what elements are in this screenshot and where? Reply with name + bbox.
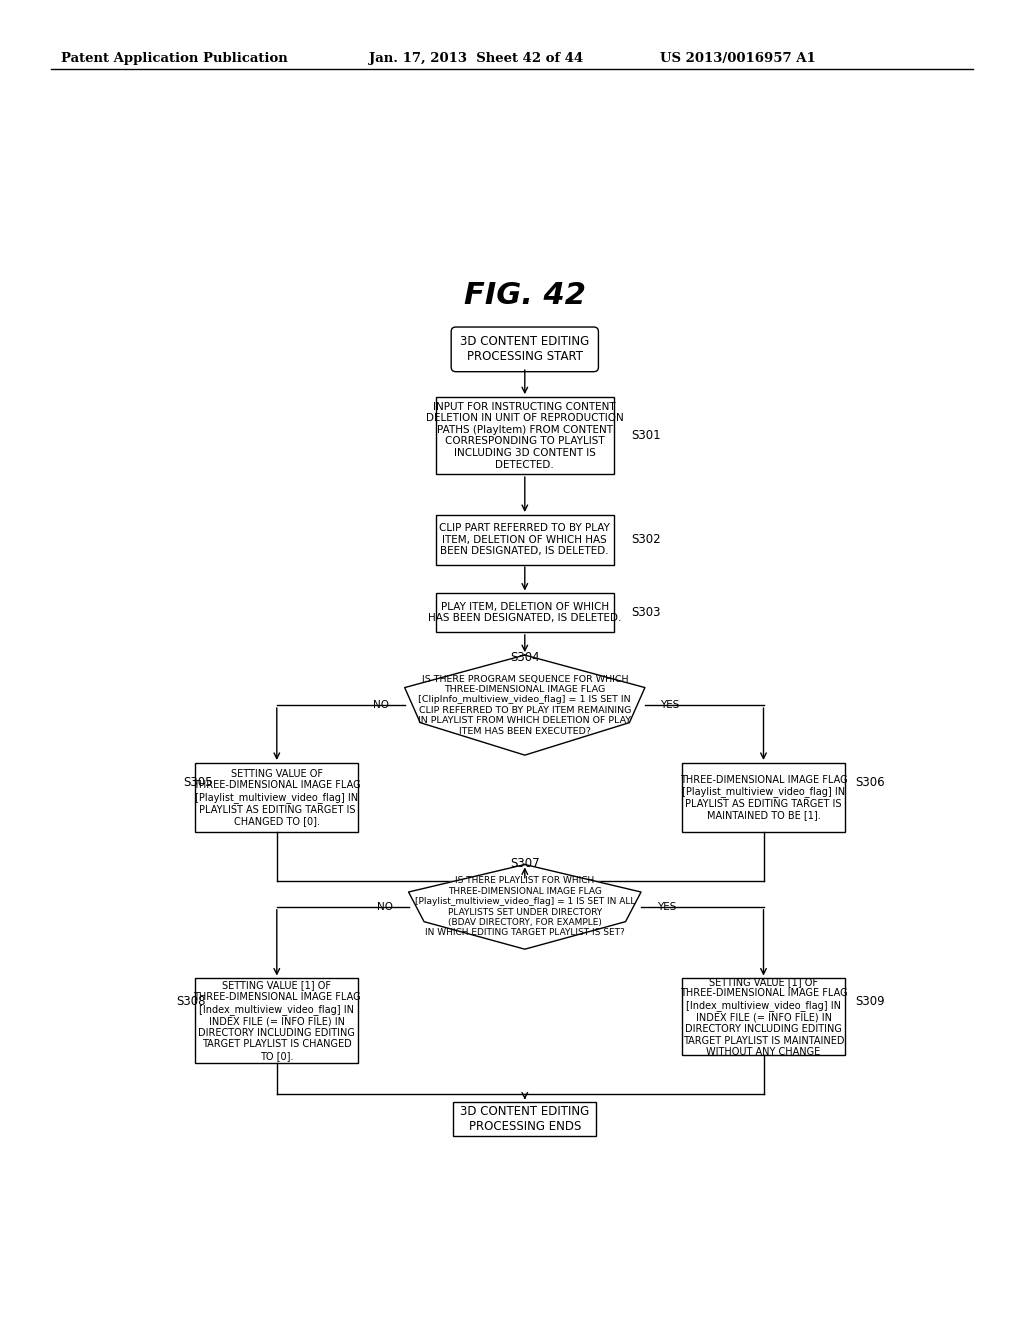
FancyBboxPatch shape xyxy=(452,327,598,372)
Text: PLAY ITEM, DELETION OF WHICH
HAS BEEN DESIGNATED, IS DELETED.: PLAY ITEM, DELETION OF WHICH HAS BEEN DE… xyxy=(428,602,622,623)
Text: S307: S307 xyxy=(510,857,540,870)
Polygon shape xyxy=(409,865,641,949)
Bar xyxy=(435,397,614,474)
Text: THREE-DIMENSIONAL IMAGE FLAG
[Playlist_multiview_video_flag] IN
PLAYLIST AS EDIT: THREE-DIMENSIONAL IMAGE FLAG [Playlist_m… xyxy=(680,775,847,820)
Bar xyxy=(453,1102,597,1137)
Bar xyxy=(682,763,845,832)
Bar xyxy=(196,763,358,832)
Text: 3D CONTENT EDITING
PROCESSING ENDS: 3D CONTENT EDITING PROCESSING ENDS xyxy=(460,1105,590,1134)
Text: SETTING VALUE [1] OF
THREE-DIMENSIONAL IMAGE FLAG
[Index_multiview_video_flag] I: SETTING VALUE [1] OF THREE-DIMENSIONAL I… xyxy=(193,981,360,1061)
Text: INPUT FOR INSTRUCTING CONTENT
DELETION IN UNIT OF REPRODUCTION
PATHS (PlayItem) : INPUT FOR INSTRUCTING CONTENT DELETION I… xyxy=(426,401,624,470)
Text: S304: S304 xyxy=(510,651,540,664)
Text: 3D CONTENT EDITING
PROCESSING START: 3D CONTENT EDITING PROCESSING START xyxy=(460,335,590,363)
Text: Patent Application Publication: Patent Application Publication xyxy=(61,51,288,65)
Bar xyxy=(435,594,614,632)
Text: CLIP PART REFERRED TO BY PLAY
ITEM, DELETION OF WHICH HAS
BEEN DESIGNATED, IS DE: CLIP PART REFERRED TO BY PLAY ITEM, DELE… xyxy=(439,523,610,556)
Text: Jan. 17, 2013  Sheet 42 of 44: Jan. 17, 2013 Sheet 42 of 44 xyxy=(369,51,583,65)
Text: IS THERE PROGRAM SEQUENCE FOR WHICH
THREE-DIMENSIONAL IMAGE FLAG
[ClipInfo_multi: IS THERE PROGRAM SEQUENCE FOR WHICH THRE… xyxy=(418,675,632,735)
Text: NO: NO xyxy=(377,902,393,912)
Polygon shape xyxy=(404,655,645,755)
Text: SETTING VALUE OF
THREE-DIMENSIONAL IMAGE FLAG
[Playlist_multiview_video_flag] IN: SETTING VALUE OF THREE-DIMENSIONAL IMAGE… xyxy=(193,768,360,826)
Text: YES: YES xyxy=(656,902,676,912)
Text: S301: S301 xyxy=(632,429,662,442)
Text: S305: S305 xyxy=(183,776,213,788)
Bar xyxy=(682,978,845,1056)
Text: S308: S308 xyxy=(176,995,206,1008)
Text: SETTING VALUE [1] OF
THREE-DIMENSIONAL IMAGE FLAG
[Index_multiview_video_flag] I: SETTING VALUE [1] OF THREE-DIMENSIONAL I… xyxy=(680,977,847,1057)
Text: FIG. 42: FIG. 42 xyxy=(464,281,586,310)
Text: S306: S306 xyxy=(855,776,885,788)
Text: S309: S309 xyxy=(855,995,885,1008)
Text: S303: S303 xyxy=(632,606,662,619)
Bar xyxy=(435,515,614,565)
Text: S302: S302 xyxy=(632,533,662,546)
Text: IS THERE PLAYLIST FOR WHICH
THREE-DIMENSIONAL IMAGE FLAG
[Playlist_multiview_vid: IS THERE PLAYLIST FOR WHICH THREE-DIMENS… xyxy=(415,876,635,937)
Text: YES: YES xyxy=(660,700,680,710)
Bar xyxy=(196,978,358,1063)
Text: US 2013/0016957 A1: US 2013/0016957 A1 xyxy=(660,51,816,65)
Text: NO: NO xyxy=(373,700,389,710)
